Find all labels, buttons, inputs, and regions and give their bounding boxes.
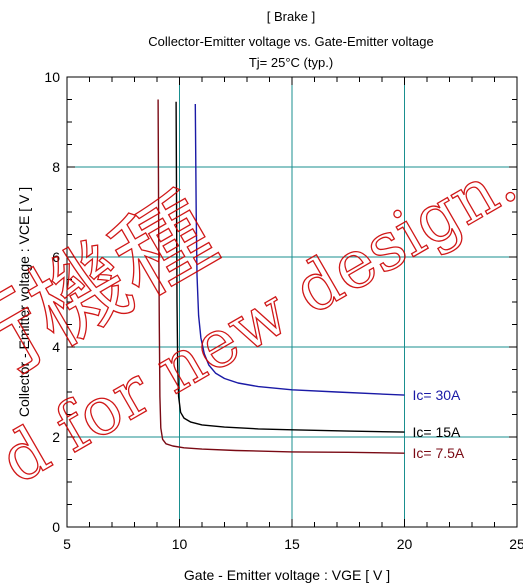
x-tick-labels: 5 10 15 20 25	[63, 536, 523, 552]
y-tick-label: 10	[44, 69, 60, 85]
series-lines	[157, 99, 405, 454]
x-tick-label: 25	[509, 536, 523, 552]
y-axis-label: Collector - Emitter voltage : VCE [ V ]	[16, 187, 32, 417]
series-label-3: Ic= 7.5A	[413, 445, 465, 461]
series-line-1	[194, 103, 405, 396]
chart-subtitle: Collector-Emitter voltage vs. Gate-Emitt…	[148, 34, 433, 49]
y-tick-label: 6	[52, 249, 60, 265]
gridlines	[67, 77, 517, 527]
series-line-2	[175, 101, 405, 433]
y-tick-labels: 0 2 4 6 8 10	[44, 69, 60, 535]
x-tick-label: 10	[172, 536, 188, 552]
series-label-1: Ic= 30A	[413, 387, 462, 403]
series-label-2: Ic= 15A	[413, 424, 462, 440]
chart-condition: Tj= 25°C (typ.)	[249, 55, 333, 70]
tick-marks	[66, 76, 518, 528]
x-tick-label: 5	[63, 536, 71, 552]
x-tick-label: 20	[397, 536, 413, 552]
y-tick-label: 8	[52, 159, 60, 175]
series-line-3	[157, 99, 405, 454]
series-labels: Ic= 30A Ic= 15A Ic= 7.5A	[413, 387, 465, 461]
y-tick-label: 0	[52, 519, 60, 535]
y-tick-label: 2	[52, 429, 60, 445]
chart-title: [ Brake ]	[267, 9, 315, 24]
y-tick-label: 4	[52, 339, 60, 355]
x-axis-label: Gate - Emitter voltage : VGE [ V ]	[184, 567, 390, 583]
x-tick-label: 15	[284, 536, 300, 552]
